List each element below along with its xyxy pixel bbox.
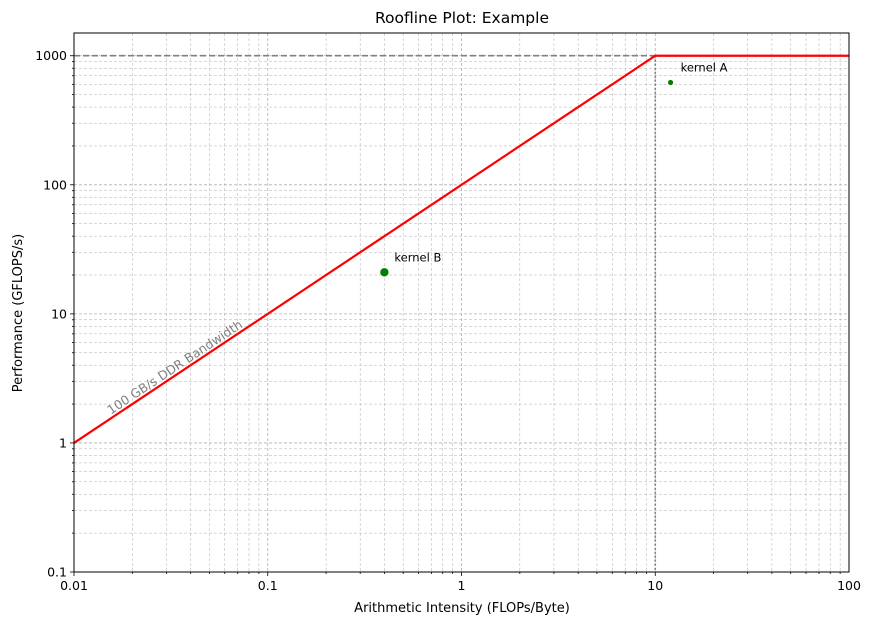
x-tick-label: 1 xyxy=(458,578,466,593)
y-tick-label: 1 xyxy=(59,435,67,450)
y-tick-label: 100 xyxy=(43,177,67,192)
y-tick-label: 0.1 xyxy=(47,565,67,580)
x-tick-label: 100 xyxy=(837,578,861,593)
y-tick-label: 10 xyxy=(51,306,67,321)
kernel-label: kernel A xyxy=(681,61,728,75)
roofline-curve xyxy=(73,54,849,444)
kernel-points: kernel A kernel B xyxy=(380,61,728,277)
chart-title: Roofline Plot: Example xyxy=(375,9,549,27)
x-tick-label: 0.01 xyxy=(60,578,88,593)
reference-lines xyxy=(74,54,849,572)
y-axis-label: Performance (GFLOPS/s) xyxy=(11,234,26,392)
kernel-point xyxy=(667,79,674,86)
x-tick-label: 10 xyxy=(647,578,663,593)
kernel-point xyxy=(380,268,389,277)
kernel-label: kernel B xyxy=(394,250,441,264)
x-axis-label: Arithmetic Intensity (FLOPs/Byte) xyxy=(354,601,570,616)
y-tick-label: 1000 xyxy=(35,48,67,63)
x-tick-label: 0.1 xyxy=(258,578,278,593)
